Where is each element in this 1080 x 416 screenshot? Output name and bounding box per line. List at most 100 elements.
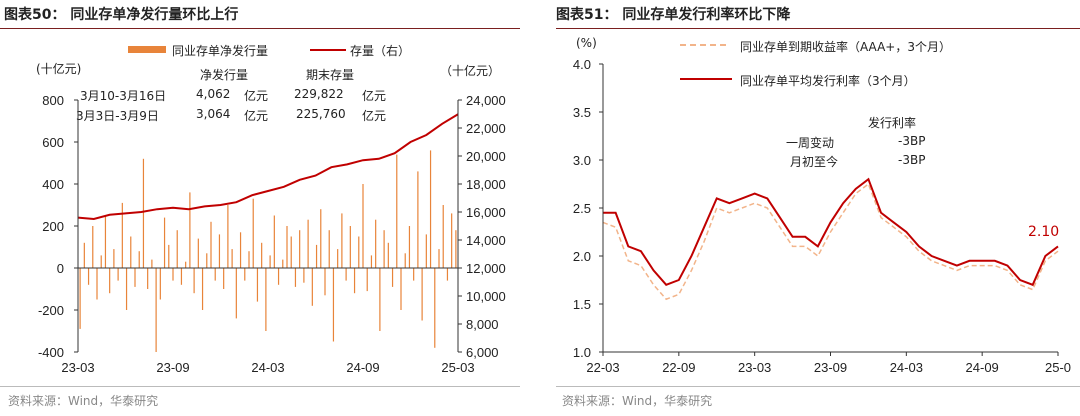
end-value-label: 2.10	[1028, 224, 1060, 240]
net-issuance-bar	[206, 253, 208, 268]
annotation-value: -3BP	[898, 134, 926, 148]
chart1-source: 资料来源：Wind，华泰研究	[8, 394, 159, 408]
chart1-title: 图表50： 同业存单净发行量环比上行	[4, 7, 239, 23]
title-divider	[556, 28, 1080, 29]
net-issuance-bar	[168, 244, 170, 268]
net-issuance-bar	[117, 268, 119, 281]
legend-solid-label: 同业存单平均发行利率（3个月）	[740, 74, 916, 88]
net-issuance-bar	[193, 268, 195, 294]
table-period: 3月3日-3月9日	[76, 109, 159, 123]
net-issuance-bar	[337, 249, 339, 268]
table-stock-unit: 亿元	[362, 89, 387, 103]
net-issuance-bar	[400, 268, 402, 310]
net-issuance-bar	[172, 268, 174, 281]
y-tick-label: 4.0	[573, 57, 591, 72]
net-issuance-bar	[328, 230, 330, 268]
source-divider	[556, 386, 1080, 387]
net-issuance-bar	[79, 268, 81, 329]
net-issuance-bar	[353, 268, 356, 294]
legend-dash-label: 同业存单到期收益率（AAA+，3个月）	[740, 40, 951, 54]
y-tick-label: 2.5	[573, 201, 591, 216]
net-issuance-bar	[362, 184, 364, 268]
net-issuance-bar	[227, 205, 229, 268]
y-tick-label: 1.5	[573, 297, 591, 312]
net-issuance-bar	[109, 268, 111, 294]
net-issuance-bar	[235, 268, 237, 319]
net-issuance-bar	[451, 213, 453, 268]
net-issuance-bar	[273, 215, 275, 268]
y-tick-label: 3.5	[573, 105, 591, 120]
net-issuance-bar	[201, 268, 204, 310]
net-issuance-bar	[231, 249, 233, 268]
net-issuance-bar	[147, 268, 149, 289]
net-issuance-bar	[100, 255, 102, 268]
net-issuance-bar	[185, 261, 187, 268]
annotation-label: 月初至今	[790, 155, 839, 169]
net-issuance-bar	[294, 268, 297, 287]
right-tick-label: 16,000	[466, 205, 506, 220]
x-tick-label: 23-09	[156, 360, 189, 375]
table-net-unit: 亿元	[244, 109, 269, 123]
y-tick-label: 2.0	[573, 249, 591, 264]
net-issuance-bar	[252, 198, 254, 268]
right-tick-label: 8,000	[466, 317, 499, 332]
net-issuance-bar	[151, 259, 153, 268]
right-axis-unit: （十亿元）	[440, 64, 501, 78]
net-issuance-bar	[290, 236, 292, 268]
table-stock: 225,760	[296, 107, 346, 121]
right-tick-label: 20,000	[466, 149, 506, 164]
net-issuance-bar	[277, 268, 280, 285]
net-issuance-bar	[455, 230, 457, 268]
net-issuance-bar	[404, 253, 406, 268]
left-tick-label: 0	[57, 261, 64, 276]
chart2-unit: (%)	[576, 36, 597, 50]
source-divider	[0, 386, 520, 387]
net-issuance-bar	[180, 268, 183, 285]
x-tick-label: 25-0	[1045, 360, 1071, 375]
x-tick-label: 22-03	[586, 360, 619, 375]
net-issuance-bar	[83, 242, 85, 268]
left-tick-label: -400	[38, 345, 64, 360]
net-issuance-bar	[138, 251, 140, 268]
x-tick-label: 24-09	[966, 360, 999, 375]
net-issuance-bar	[223, 268, 225, 289]
net-issuance-bar	[214, 268, 216, 281]
net-issuance-bar	[87, 268, 90, 285]
net-issuance-bar	[163, 217, 166, 268]
left-tick-label: 600	[42, 135, 64, 150]
net-issuance-bar	[142, 158, 145, 268]
net-issuance-bar	[442, 205, 444, 268]
net-issuance-bar	[125, 268, 128, 310]
net-issuance-bar	[244, 268, 246, 281]
left-tick-label: 200	[42, 219, 64, 234]
table-stock-unit: 亿元	[362, 109, 387, 123]
net-issuance-bar	[396, 154, 398, 268]
net-issuance-bar	[387, 242, 389, 268]
table-net: 4,062	[196, 87, 231, 101]
net-issuance-bar	[159, 268, 161, 300]
net-issuance-bar	[239, 232, 242, 268]
net-issuance-bar	[311, 268, 313, 306]
right-tick-label: 22,000	[466, 121, 506, 136]
net-issuance-bar	[383, 230, 385, 268]
left-tick-label: -200	[38, 303, 64, 318]
net-issuance-bar	[408, 226, 411, 268]
net-issuance-bar	[92, 226, 94, 268]
right-tick-label: 10,000	[466, 289, 506, 304]
net-issuance-bar	[96, 268, 98, 300]
x-tick-label: 22-09	[662, 360, 695, 375]
x-tick-label: 23-03	[738, 360, 771, 375]
net-issuance-bar	[218, 234, 221, 268]
net-issuance-bar	[324, 268, 326, 296]
net-issuance-bar	[121, 202, 123, 268]
chart2-source: 资料来源：Wind，华泰研究	[562, 394, 713, 408]
table-header-net: 净发行量	[200, 68, 249, 82]
net-issuance-bar	[269, 255, 271, 268]
y-tick-label: 3.0	[573, 153, 591, 168]
net-issuance-bar	[303, 268, 305, 283]
issuance-rate-line	[603, 177, 1059, 287]
left-tick-label: 800	[42, 93, 64, 108]
right-tick-label: 24,000	[466, 93, 506, 108]
x-tick-label: 25-03	[441, 360, 474, 375]
net-issuance-bar	[197, 238, 199, 268]
